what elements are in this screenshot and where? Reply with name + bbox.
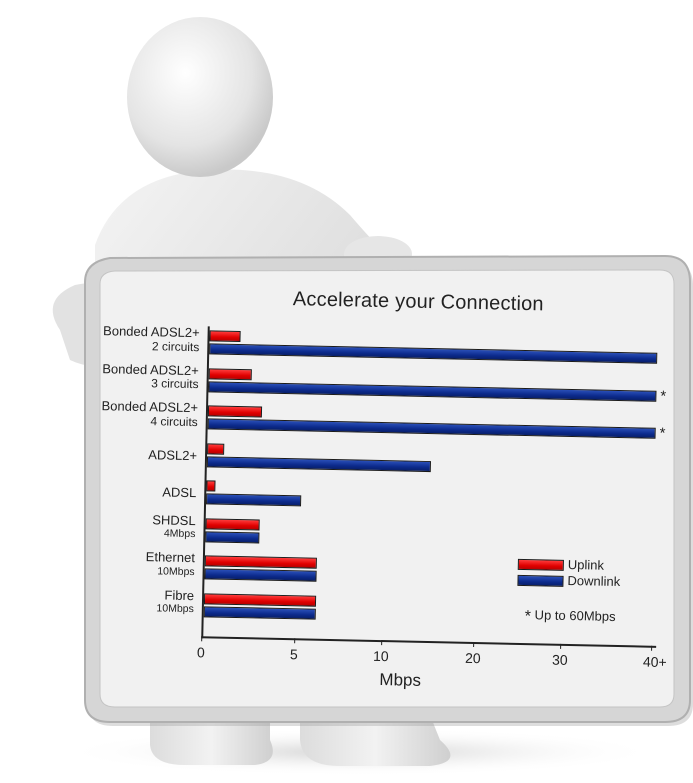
x-tick-mark [651,645,653,651]
x-tick-label: 5 [289,646,298,663]
bar-uplink [209,330,242,343]
category-label: Ethernet 10Mbps [35,548,195,579]
chart-title: Accelerate your Connection [292,288,544,316]
category-label-line2: 10Mbps [156,602,194,616]
x-tick-label: 10 [372,647,389,665]
category-label-line1: ADSL [162,484,197,501]
bar-uplink [206,480,216,492]
bar-uplink [207,405,262,418]
bar-uplink [204,555,317,569]
category-label: Bonded ADSL2+ 4 circuits [38,398,198,430]
bar-downlink [204,568,317,582]
bar-downlink [206,455,431,472]
footnote: * Up to 60Mbps [525,607,616,628]
bar-downlink [206,493,302,507]
category-label-line2: 2 circuits [151,339,200,355]
x-tick-mark [473,641,475,648]
category-label-line2: 4 circuits [150,414,198,430]
x-axis-line [201,636,657,648]
x-tick-label: 20 [464,649,481,667]
x-tick-mark [294,638,296,644]
x-tick-mark [381,640,383,646]
x-axis-label: Mbps [379,670,422,690]
bar-uplink [205,517,260,530]
x-tick-label: 40+ [642,653,667,671]
bar-uplink [203,592,317,607]
category-label-line2: 4Mbps [163,527,196,541]
bar-downlink [208,380,657,402]
bar-downlink [203,605,316,620]
category-label-line2: 10Mbps [157,565,195,579]
x-tick-label: 0 [196,644,205,661]
category-label-line1: ADSL2+ [148,446,198,463]
bar-downlink [209,343,658,364]
legend-swatch-uplink [517,558,564,571]
footnote-text: Up to 60Mbps [534,607,616,624]
bar-downlink [207,418,656,439]
legend-swatch-downlink [517,574,564,587]
bar-uplink [207,442,225,455]
bar-downlink [205,530,260,543]
bar-uplink [208,367,252,380]
figure-head [127,17,273,177]
category-label: Bonded ADSL2+ 3 circuits [38,360,199,392]
category-label: Fibre 10Mbps [34,585,194,616]
category-label: ADSL2+ [37,445,197,463]
x-tick-label: 30 [551,651,568,668]
category-label: SHDSL 4Mbps [35,510,196,541]
star-marker: * [659,424,666,442]
category-label: ADSL [36,483,196,501]
legend-label-downlink: Downlink [567,572,621,590]
category-label: Bonded ADSL2+ 2 circuits [39,323,200,355]
star-marker: * [660,387,667,405]
legend-label-uplink: Uplink [567,556,605,573]
x-tick-mark [560,643,562,649]
footnote-star: * [524,608,532,626]
category-label-line2: 3 circuits [151,376,199,392]
x-tick-mark [201,636,203,642]
